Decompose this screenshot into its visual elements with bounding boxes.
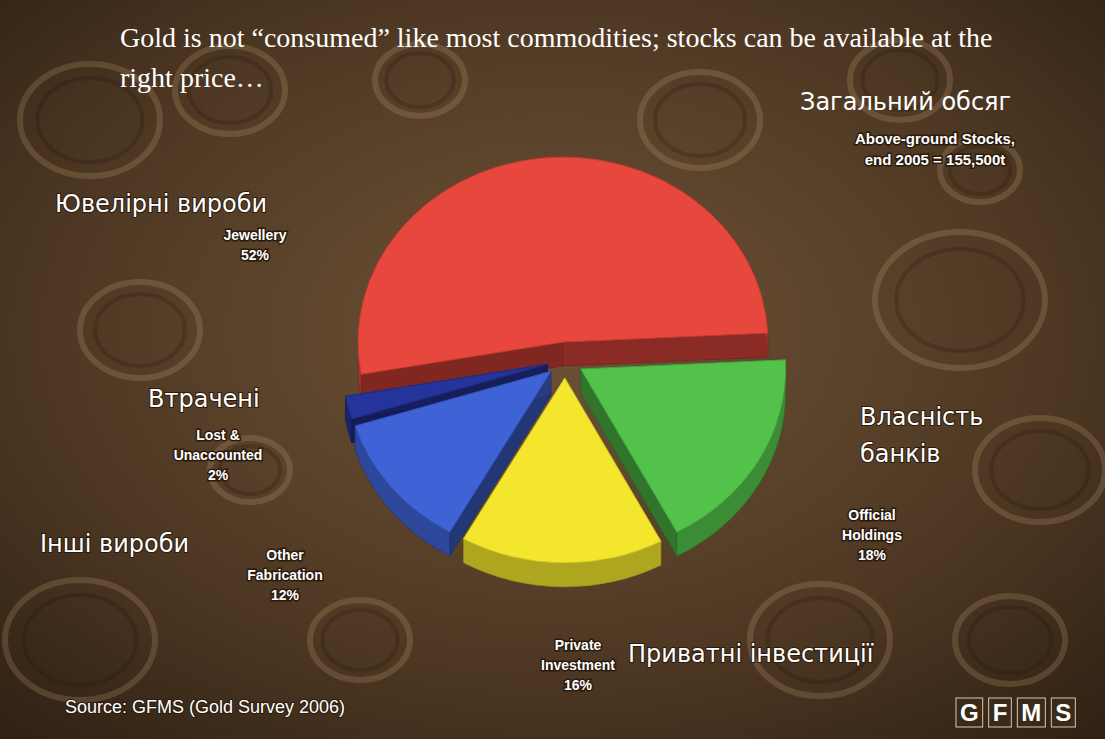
data-label: 12%: [271, 587, 300, 603]
chart-root: Gold is not “consumed” like most commodi…: [0, 0, 1105, 739]
coin-texture: [655, 84, 745, 156]
coin-texture: [80, 282, 200, 378]
data-label: 16%: [564, 677, 593, 693]
annotation: Загальний обсяг: [800, 88, 1011, 116]
category-label: Lost &Unaccounted: [174, 427, 263, 463]
coin-texture: [386, 53, 454, 107]
category-label: PrivateInvestment: [541, 637, 615, 673]
category-translation: Інші вироби: [40, 530, 189, 558]
background-texture: [5, 40, 1105, 700]
slice-top: [463, 378, 661, 563]
coin-texture: [5, 580, 155, 700]
data-label: 52%: [241, 247, 270, 263]
title: Gold is not “consumed” like most commodi…: [120, 22, 992, 93]
coin-texture: [24, 595, 137, 685]
slice-side: [358, 157, 768, 398]
coin-texture: [95, 294, 185, 366]
coin-texture: [640, 72, 760, 168]
coin-texture: [896, 249, 1024, 351]
data-label: 2%: [208, 467, 229, 483]
coin-texture: [975, 418, 1105, 522]
slice: [463, 378, 661, 587]
coin-texture: [375, 44, 465, 116]
coin-texture: [310, 600, 410, 680]
annotation: Above-ground Stocks,end 2005 = 155,500t: [855, 130, 1015, 168]
coin-texture: [991, 431, 1089, 509]
labels: Jewellery 52% Ювелірні вироби OfficialHoldi…: [40, 190, 983, 693]
category-translation: Втрачені: [148, 385, 260, 413]
category-translation: Власністьбанків: [860, 403, 983, 468]
category-translation: Приватні інвестиції: [628, 640, 874, 668]
source: Source: GFMS (Gold Survey 2006): [65, 697, 345, 717]
coin-texture: [323, 610, 398, 670]
category-label: OtherFabrication: [247, 547, 322, 583]
coin-texture: [969, 607, 1052, 673]
data-label: 18%: [858, 547, 887, 563]
slice: [358, 157, 768, 398]
logo: GFMS: [956, 698, 1085, 727]
background: [0, 0, 1105, 739]
slice-top: [358, 157, 768, 374]
category-label: Jewellery: [223, 227, 286, 243]
coin-texture: [940, 138, 1020, 202]
pie: [346, 157, 786, 587]
logo-text: GFMS: [960, 699, 1085, 726]
category-translation: Ювелірні вироби: [55, 190, 267, 218]
coin-texture: [955, 596, 1065, 684]
category-label: OfficialHoldings: [842, 507, 902, 543]
coin-texture: [875, 232, 1045, 368]
